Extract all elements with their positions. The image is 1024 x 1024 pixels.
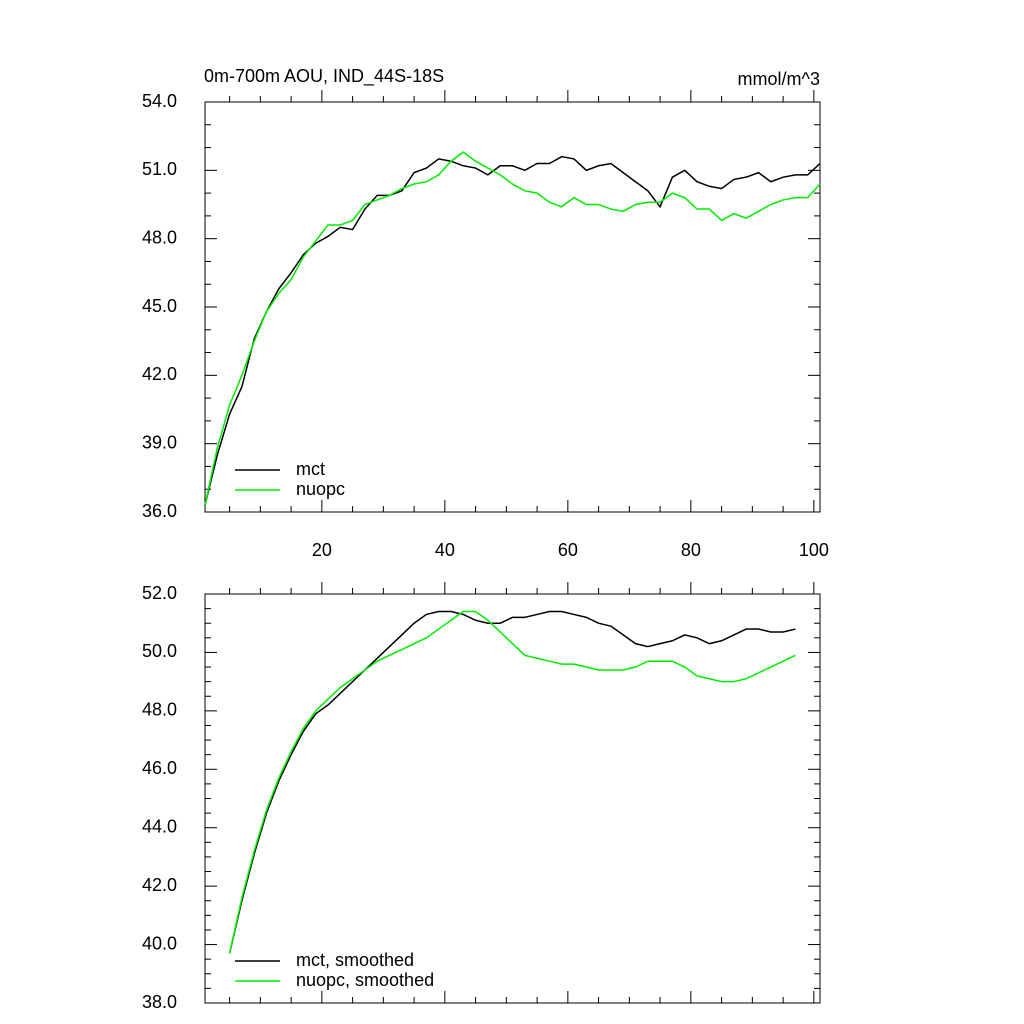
plot-frame — [204, 593, 821, 1004]
data-line — [204, 155, 821, 506]
data-line — [228, 610, 796, 954]
y-tick-label: 46.0 — [142, 758, 177, 778]
y-tick-label: 54.0 — [142, 91, 177, 111]
legend-label: mct — [296, 459, 325, 479]
legend-label: nuopc, smoothed — [296, 970, 434, 990]
y-tick-label: 36.0 — [142, 501, 177, 521]
plot-frame — [204, 101, 821, 513]
legend-label: mct, smoothed — [296, 950, 414, 970]
x-tick-label: 100 — [799, 540, 829, 560]
y-tick-label: 45.0 — [142, 296, 177, 316]
legend-label: nuopc — [296, 479, 345, 499]
data-line — [228, 610, 796, 954]
y-tick-label: 42.0 — [142, 364, 177, 384]
data-line — [204, 151, 821, 506]
x-tick-label: 80 — [681, 540, 701, 560]
y-tick-label: 39.0 — [142, 432, 177, 452]
y-tick-label: 44.0 — [142, 816, 177, 836]
y-tick-label: 42.0 — [142, 875, 177, 895]
y-tick-label: 50.0 — [142, 641, 177, 661]
chart-title: 0m-700m AOU, IND_44S-18S — [204, 66, 444, 87]
y-tick-label: 40.0 — [142, 933, 177, 953]
x-tick-label: 40 — [435, 540, 455, 560]
y-tick-label: 48.0 — [142, 700, 177, 720]
y-tick-label: 52.0 — [142, 583, 177, 603]
units-label: mmol/m^3 — [738, 69, 820, 89]
y-tick-label: 48.0 — [142, 227, 177, 247]
y-tick-label: 38.0 — [142, 992, 177, 1012]
x-tick-label: 60 — [558, 540, 578, 560]
y-tick-label: 51.0 — [142, 159, 177, 179]
x-tick-label: 20 — [312, 540, 332, 560]
